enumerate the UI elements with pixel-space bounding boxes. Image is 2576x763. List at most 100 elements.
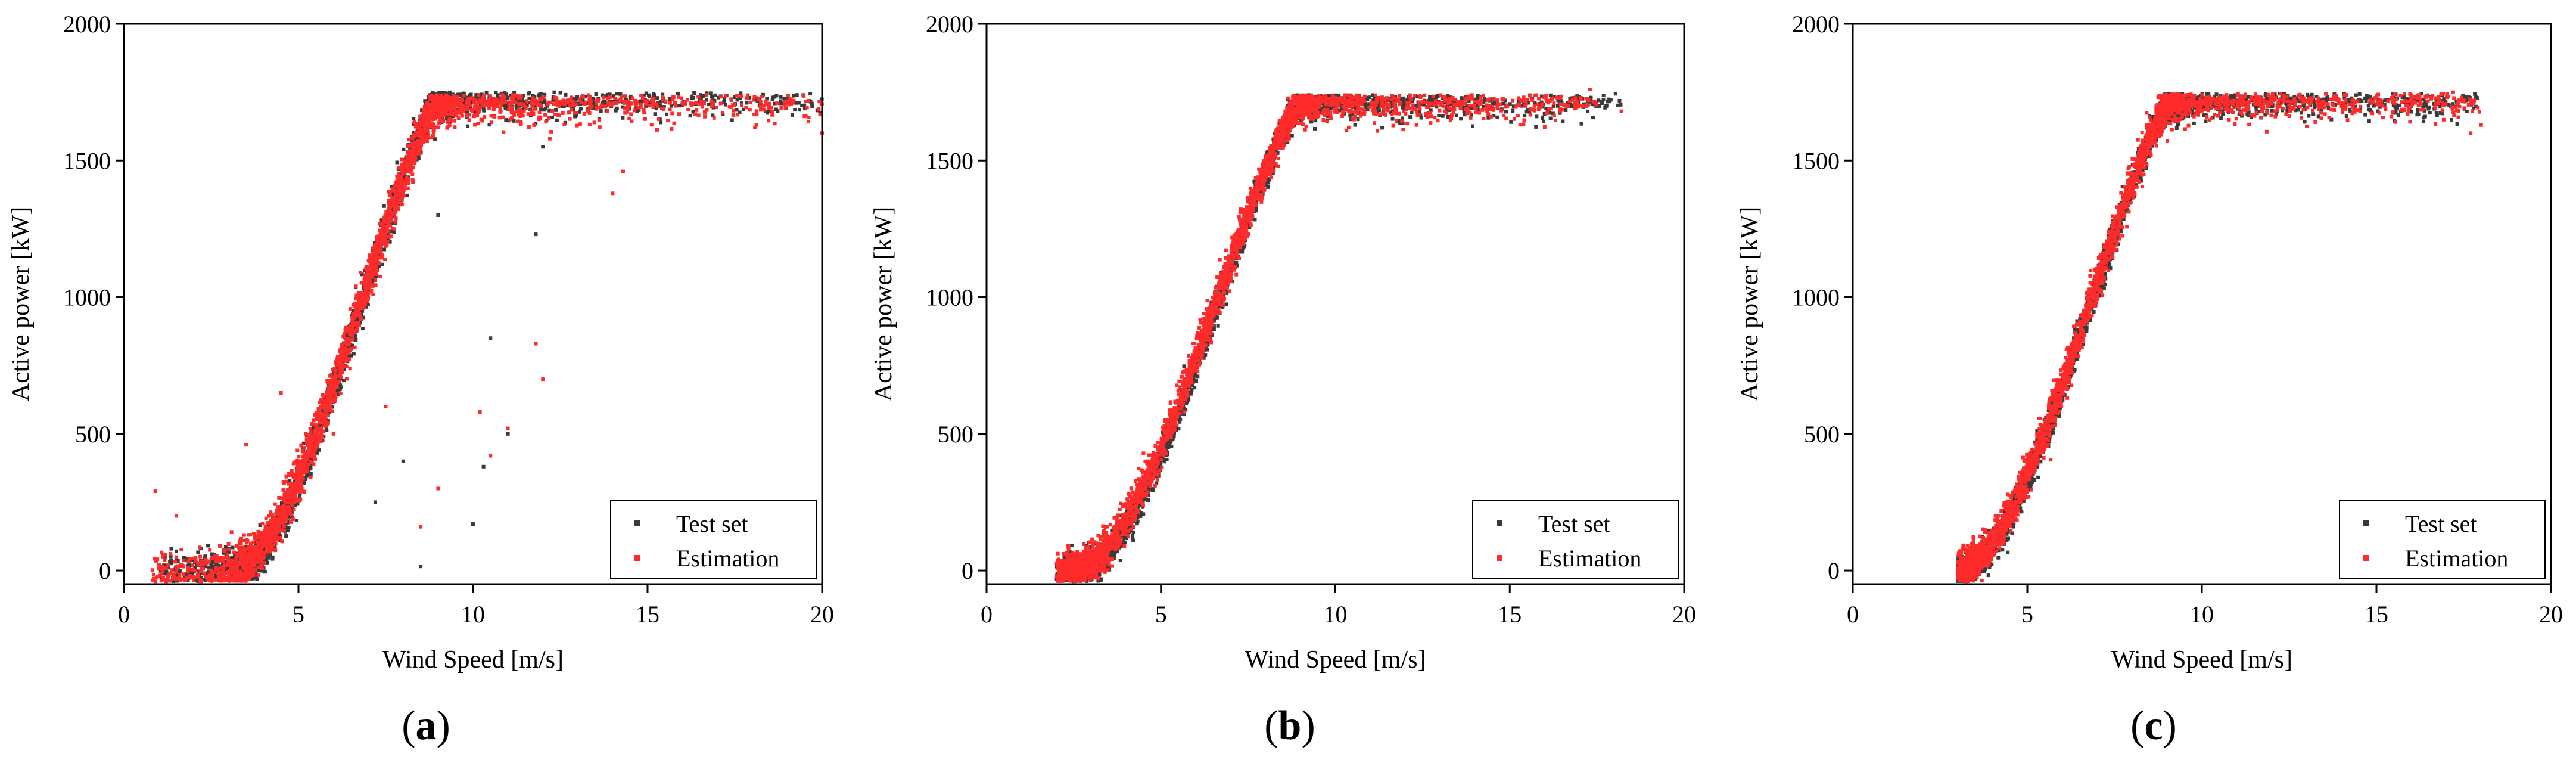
data-point	[257, 554, 261, 558]
data-point	[370, 275, 374, 279]
data-point	[789, 98, 793, 102]
data-point	[492, 98, 496, 103]
data-point	[191, 578, 195, 582]
data-point	[491, 97, 496, 101]
data-point	[340, 367, 344, 371]
data-point	[282, 481, 286, 485]
data-point	[299, 443, 303, 448]
data-point	[503, 99, 507, 103]
data-point	[166, 563, 170, 567]
data-point	[537, 103, 542, 107]
data-point	[662, 107, 666, 111]
data-point	[258, 523, 262, 527]
data-point	[430, 121, 434, 125]
data-point	[402, 176, 406, 181]
data-point	[290, 510, 294, 514]
data-point	[792, 98, 796, 103]
data-point	[247, 577, 251, 581]
data-point	[713, 93, 717, 97]
data-point	[172, 579, 175, 583]
data-point	[174, 570, 178, 574]
data-point	[527, 101, 531, 105]
data-point	[270, 546, 274, 550]
data-point	[752, 98, 755, 102]
data-point	[456, 116, 461, 120]
data-point	[242, 533, 246, 537]
data-point	[373, 278, 377, 282]
data-point	[377, 261, 381, 265]
data-point	[229, 530, 234, 534]
data-point	[494, 91, 498, 95]
data-point	[217, 566, 222, 570]
data-point	[160, 550, 164, 554]
data-point	[534, 107, 538, 111]
data-point	[543, 113, 547, 117]
data-point	[719, 95, 723, 99]
data-point	[537, 110, 542, 114]
data-point	[425, 113, 430, 117]
data-point	[293, 472, 297, 476]
data-point	[739, 91, 743, 95]
data-point	[583, 102, 587, 106]
data-point	[423, 115, 427, 119]
data-point	[642, 111, 646, 115]
data-point	[277, 532, 281, 535]
data-point	[227, 566, 231, 570]
data-point	[202, 572, 206, 576]
data-point	[351, 352, 356, 356]
data-point	[776, 109, 780, 113]
data-point	[502, 95, 506, 100]
data-point	[186, 576, 190, 579]
data-point	[431, 134, 435, 138]
data-point	[164, 570, 169, 574]
data-point	[765, 97, 769, 101]
data-point	[207, 573, 211, 577]
data-point	[216, 563, 220, 567]
data-point	[760, 95, 764, 99]
data-point	[516, 94, 520, 98]
data-point	[517, 113, 520, 117]
data-point	[191, 556, 195, 560]
data-point	[587, 93, 590, 97]
data-point	[191, 567, 195, 572]
data-point	[440, 107, 444, 111]
data-point	[266, 544, 270, 548]
data-point	[476, 122, 480, 126]
data-point	[347, 328, 351, 333]
data-point	[419, 128, 423, 132]
data-point	[270, 538, 274, 542]
data-point	[176, 576, 181, 580]
data-point	[590, 100, 593, 103]
data-point	[376, 256, 380, 260]
data-point	[304, 432, 308, 436]
data-point	[260, 551, 264, 555]
data-point	[478, 106, 482, 110]
data-point	[380, 224, 384, 228]
data-point	[393, 184, 397, 188]
data-point	[394, 196, 399, 200]
data-point	[717, 95, 720, 100]
data-point	[351, 309, 356, 313]
data-point	[657, 117, 661, 121]
data-point	[226, 542, 231, 546]
data-point	[295, 448, 300, 452]
data-point	[360, 302, 364, 306]
data-point	[509, 100, 514, 104]
data-point	[287, 511, 291, 515]
data-point	[698, 102, 702, 106]
data-point	[196, 550, 200, 554]
data-point	[423, 99, 427, 103]
data-point	[356, 309, 360, 313]
data-point	[496, 93, 500, 97]
data-point	[240, 549, 244, 553]
data-point	[594, 104, 598, 108]
data-point	[209, 576, 213, 580]
data-point	[207, 566, 211, 570]
data-point	[808, 100, 813, 104]
data-point	[222, 551, 226, 555]
data-point	[555, 100, 559, 104]
data-point	[372, 257, 375, 261]
data-point	[315, 448, 319, 452]
data-point	[567, 111, 571, 115]
data-point	[210, 572, 214, 576]
